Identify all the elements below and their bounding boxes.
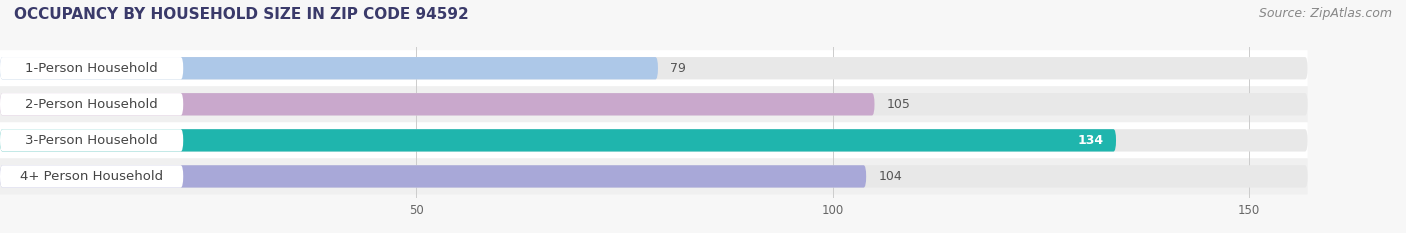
Text: OCCUPANCY BY HOUSEHOLD SIZE IN ZIP CODE 94592: OCCUPANCY BY HOUSEHOLD SIZE IN ZIP CODE …	[14, 7, 468, 22]
FancyBboxPatch shape	[0, 158, 1308, 195]
Text: 3-Person Household: 3-Person Household	[25, 134, 157, 147]
FancyBboxPatch shape	[0, 86, 1308, 122]
FancyBboxPatch shape	[0, 93, 1308, 116]
FancyBboxPatch shape	[0, 165, 183, 188]
FancyBboxPatch shape	[0, 129, 183, 151]
Text: 2-Person Household: 2-Person Household	[25, 98, 157, 111]
Text: 105: 105	[887, 98, 911, 111]
FancyBboxPatch shape	[0, 165, 1308, 188]
FancyBboxPatch shape	[0, 129, 1116, 151]
FancyBboxPatch shape	[0, 57, 1308, 79]
FancyBboxPatch shape	[0, 57, 183, 79]
Text: 4+ Person Household: 4+ Person Household	[20, 170, 163, 183]
FancyBboxPatch shape	[0, 122, 1308, 158]
FancyBboxPatch shape	[0, 57, 658, 79]
FancyBboxPatch shape	[0, 165, 866, 188]
Text: 79: 79	[671, 62, 686, 75]
FancyBboxPatch shape	[0, 129, 1308, 151]
FancyBboxPatch shape	[0, 50, 1308, 86]
Text: 104: 104	[879, 170, 903, 183]
Text: Source: ZipAtlas.com: Source: ZipAtlas.com	[1258, 7, 1392, 20]
Text: 1-Person Household: 1-Person Household	[25, 62, 157, 75]
Text: 134: 134	[1077, 134, 1104, 147]
FancyBboxPatch shape	[0, 93, 183, 116]
FancyBboxPatch shape	[0, 93, 875, 116]
